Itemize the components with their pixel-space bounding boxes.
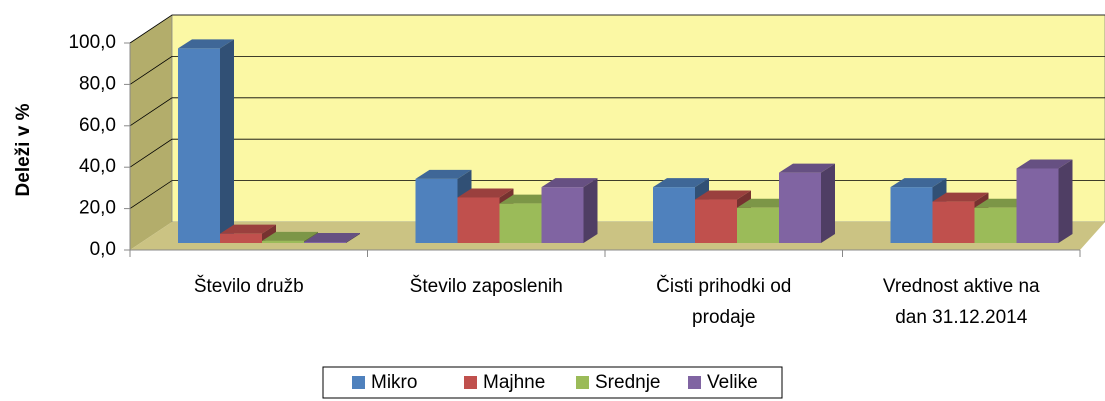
x-tick-label: Število družb [194,275,304,297]
bar-top [415,169,472,179]
legend [322,366,783,399]
y-tick-label: 60,0 [79,115,116,136]
grid-line [129,97,1105,127]
bar-side [1058,159,1073,243]
bar [457,197,500,243]
bar-side [583,178,598,243]
bar [415,178,458,243]
legend-swatch [576,376,589,389]
bar [499,203,542,243]
bar [541,187,584,243]
bar [932,201,975,243]
legend-swatch [688,376,701,389]
floor [130,222,1105,250]
legend-label: Srednje [595,372,661,393]
bar-side [346,232,360,243]
bar [737,207,779,243]
y-tick-label: 0,0 [90,239,116,260]
bar-top [220,224,276,234]
y-axis-label: Deleži v % [13,103,34,196]
x-tick-label: Čisti prihodki od prodaje [656,275,791,328]
y-tick-label: 100,0 [68,32,116,53]
bar [304,241,346,243]
bar [695,199,737,243]
bar [178,48,220,243]
bar-top [457,188,514,198]
grid-line [129,14,1105,44]
bar-side [821,163,835,243]
x-tick-label: Vrednost aktive na dan 31.12.2014 [883,276,1040,328]
bar [262,240,304,243]
legend-label: Majhne [483,372,545,393]
bar-top [541,178,598,188]
bar [779,172,821,243]
x-tick-label: Število zaposlenih [410,275,563,297]
y-tick-label: 20,0 [79,198,116,219]
bar-top [653,178,709,188]
bar-top [932,192,989,202]
bar-top [695,190,751,200]
bar-top [178,39,234,49]
side-wall [130,15,172,250]
bar-top [304,232,360,242]
grid-line [129,138,1105,168]
bar [890,187,933,243]
grid-line [129,56,1105,85]
bar [220,233,262,243]
bar-top [262,231,318,241]
bar-top [1016,159,1073,169]
y-tick-label: 80,0 [79,73,116,94]
bar [974,207,1017,243]
bar-side [220,39,234,243]
y-tick-label: 40,0 [79,156,116,177]
legend-swatch [352,376,365,389]
bar [653,187,695,243]
legend-label: Mikro [371,372,417,393]
bar [1016,168,1059,243]
legend-swatch [464,376,477,389]
bar-top [779,163,835,173]
back-wall [171,14,1105,223]
legend-label: Velike [707,372,758,393]
bar-side [262,224,276,243]
bar-top [890,178,947,188]
